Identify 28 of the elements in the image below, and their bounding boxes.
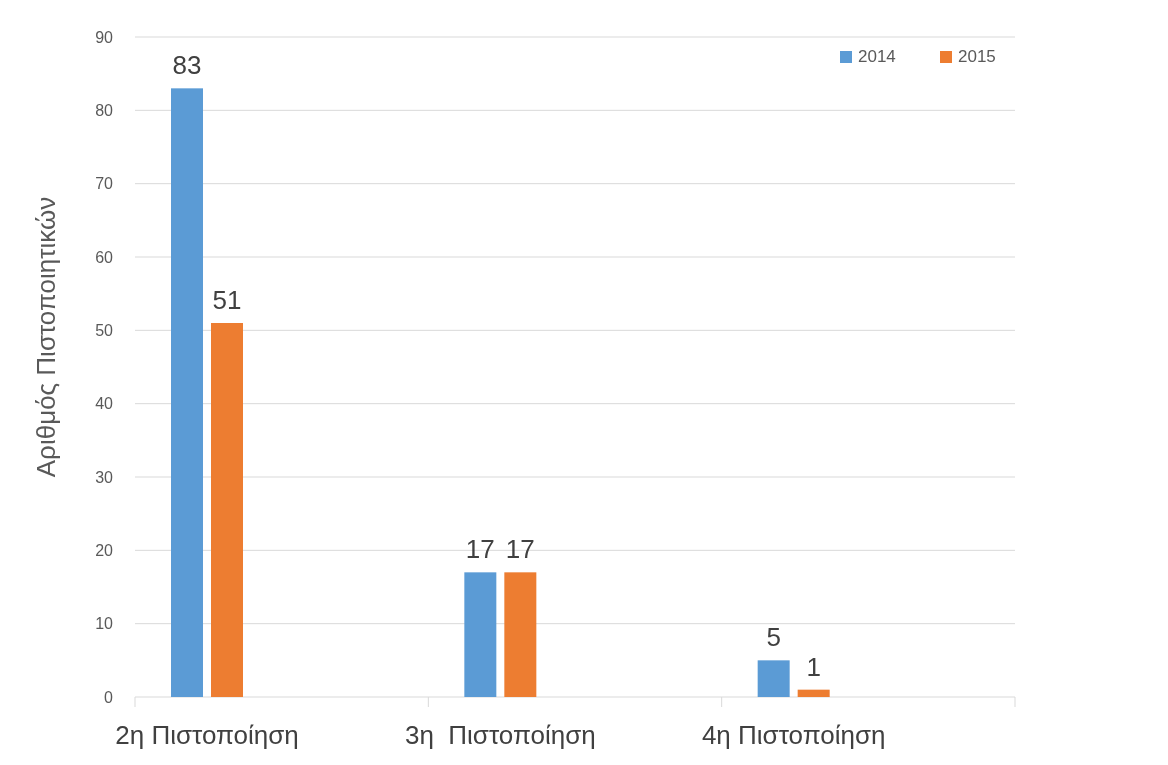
bar	[211, 323, 243, 697]
legend-label: 2015	[958, 47, 996, 66]
y-tick-label: 80	[95, 101, 114, 119]
data-label: 51	[212, 285, 242, 315]
data-label: 17	[465, 534, 495, 565]
x-tick-label: 4η Πιστοποίηση	[701, 720, 886, 750]
x-tick-label: 3η Πιστοποίηση	[404, 720, 596, 750]
legend-label: 2014	[858, 47, 896, 66]
data-label: 1	[806, 651, 821, 682]
y-axis-title: Αριθμός Πιστοποιητικών	[31, 196, 61, 478]
bar	[464, 572, 497, 697]
bar	[171, 88, 203, 697]
y-tick-label: 10	[95, 615, 114, 633]
y-tick-label: 70	[95, 175, 114, 193]
y-tick-label: 30	[95, 468, 114, 486]
y-tick-label: 20	[95, 541, 114, 559]
data-label: 83	[172, 50, 202, 81]
bar	[797, 689, 830, 697]
data-label: 5	[766, 622, 781, 653]
y-tick-label: 0	[104, 688, 114, 706]
x-tick-label: 2η Πιστοποίηση	[115, 720, 299, 750]
y-tick-label: 90	[95, 28, 114, 46]
y-tick-label: 50	[95, 321, 114, 339]
bar	[757, 660, 790, 697]
data-label: 17	[505, 534, 535, 565]
y-tick-label: 60	[95, 248, 114, 266]
bar	[504, 572, 537, 697]
y-tick-label: 40	[95, 395, 114, 413]
